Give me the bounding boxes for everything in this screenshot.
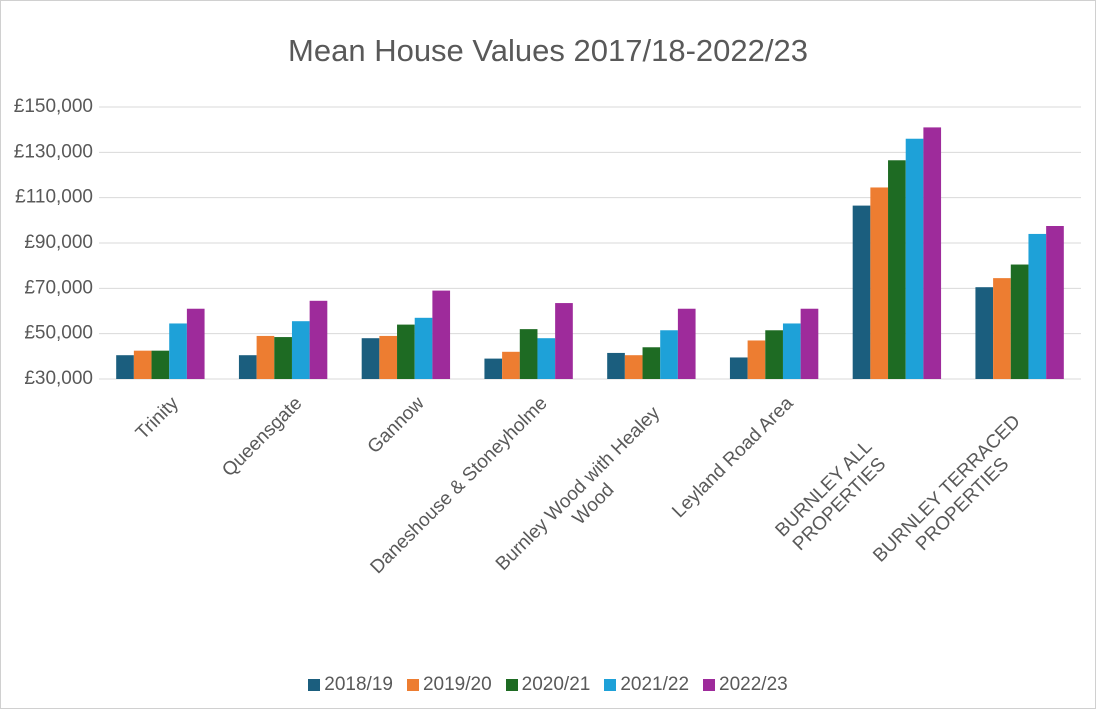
bar [361, 338, 380, 379]
bar [379, 335, 398, 379]
legend-label: 2018/19 [324, 674, 393, 695]
y-tick-label: £150,000 [14, 96, 93, 117]
bar [747, 340, 766, 379]
bar [1028, 233, 1047, 379]
bar [238, 355, 257, 379]
legend-label: 2022/23 [719, 674, 788, 695]
bar [555, 303, 573, 379]
bar [642, 347, 661, 379]
bar [729, 357, 748, 379]
bar [502, 351, 520, 379]
bar [169, 323, 187, 379]
bar [660, 330, 678, 379]
bar [291, 321, 310, 379]
y-tick-label: £30,000 [24, 368, 93, 389]
legend-item: 2022/23 [703, 674, 788, 696]
bar [432, 290, 451, 379]
legend-swatch [505, 679, 518, 691]
bar [116, 355, 134, 379]
bar [186, 308, 205, 379]
legend-label: 2020/21 [521, 674, 591, 695]
bar [782, 323, 801, 379]
bar [993, 278, 1011, 379]
y-tick-label: £70,000 [24, 277, 93, 298]
legend-label: 2019/20 [422, 674, 492, 695]
bar [888, 160, 906, 379]
bar [309, 300, 328, 379]
bar [537, 338, 556, 379]
bar [624, 355, 643, 379]
legend-item: 2019/20 [406, 674, 492, 696]
bar [923, 127, 942, 380]
bar [133, 350, 152, 379]
bar [852, 205, 871, 379]
legend-item: 2020/21 [505, 674, 591, 696]
bar [607, 352, 625, 379]
chart-title: Mean House Values 2017/18-2022/23 [288, 33, 808, 68]
y-tick-label: £110,000 [15, 187, 93, 208]
bar [397, 324, 415, 379]
bar [800, 308, 819, 379]
legend-swatch [406, 679, 419, 691]
y-tick-label: £90,000 [24, 232, 93, 253]
bar [905, 138, 924, 379]
bar [870, 187, 889, 379]
legend-swatch [604, 679, 617, 691]
bar [484, 358, 503, 379]
legend-label: 2021/22 [620, 674, 690, 695]
bar [414, 317, 433, 379]
y-tick-label: £50,000 [24, 323, 93, 344]
legend: 2018/19 2019/20 2020/21 2021/22 2022/23 [1, 674, 1095, 696]
legend-item: 2018/19 [308, 674, 393, 696]
legend-swatch [703, 679, 716, 691]
bar [975, 287, 994, 379]
bar [519, 329, 538, 379]
legend-swatch [308, 679, 321, 691]
bar [274, 337, 292, 379]
bar [1046, 226, 1064, 379]
bar [256, 335, 275, 379]
bar [151, 350, 170, 379]
bar [1010, 264, 1029, 379]
legend-item: 2021/22 [604, 674, 689, 696]
y-tick-label: £130,000 [14, 141, 93, 162]
bar [677, 308, 696, 379]
bar [765, 330, 783, 379]
